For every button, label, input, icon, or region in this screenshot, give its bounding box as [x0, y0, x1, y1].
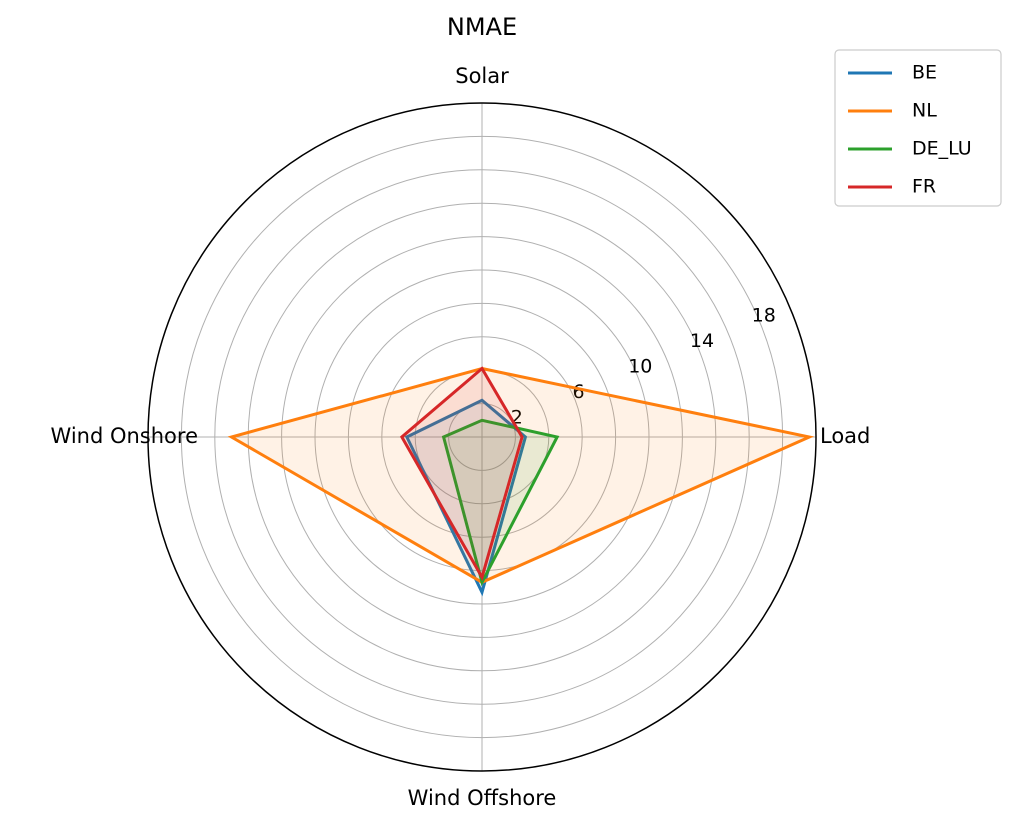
radial-tick-label: 10	[628, 356, 652, 378]
legend-label: FR	[912, 176, 936, 198]
radial-tick-label: 18	[752, 304, 776, 326]
series-fill-fr	[401, 368, 523, 578]
series-layer	[227, 366, 815, 597]
radial-tick-label: 14	[690, 330, 714, 352]
axis-label: Wind Offshore	[408, 786, 557, 810]
legend-box	[834, 49, 1002, 207]
legend: BE NL DE_LU FR	[834, 49, 1002, 207]
legend-label: BE	[912, 62, 937, 84]
chart-title: NMAE	[447, 13, 517, 41]
axis-labels: Solar Load Wind Offshore Wind Onshore	[51, 64, 871, 810]
series-fill-nl	[231, 368, 810, 583]
legend-label: DE_LU	[912, 138, 972, 160]
outer-frame	[147, 102, 817, 772]
series-fill-be	[406, 400, 526, 593]
axis-label: Load	[820, 424, 870, 448]
series-line-fr	[399, 366, 524, 582]
legend-items: BE NL DE_LU FR	[848, 62, 972, 198]
legend-label: NL	[912, 100, 937, 122]
axis-label: Wind Onshore	[51, 424, 198, 448]
series-line-de_lu	[441, 418, 560, 587]
axis-label: Solar	[455, 64, 509, 88]
series-line-be	[404, 398, 528, 597]
